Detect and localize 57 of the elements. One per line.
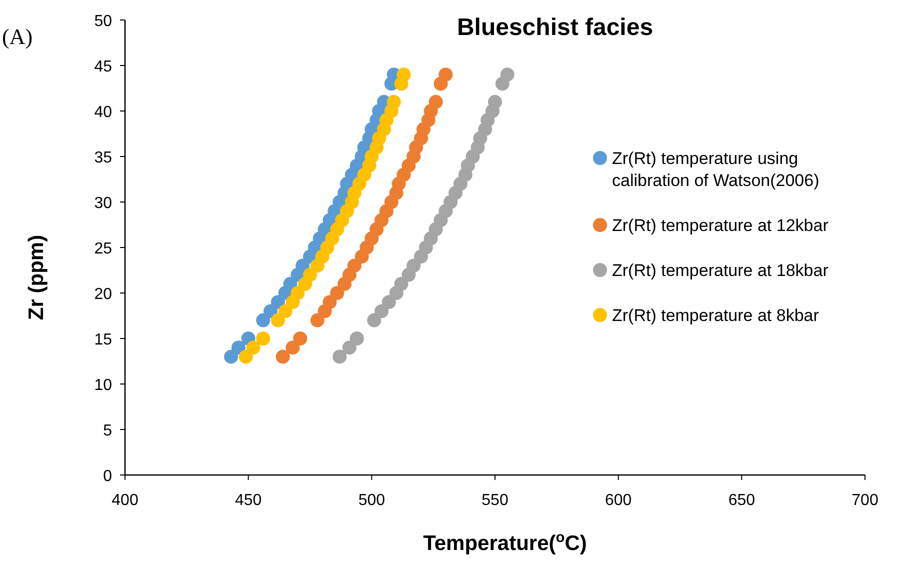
point xyxy=(394,276,408,291)
y-tick-label: 15 xyxy=(94,332,112,348)
y-tick-label: 20 xyxy=(94,286,112,303)
x-tick-label: 700 xyxy=(852,492,878,509)
point xyxy=(256,313,270,328)
point xyxy=(374,304,389,318)
point xyxy=(438,68,453,82)
point xyxy=(290,286,305,300)
chart-title: Blueschist facies xyxy=(456,14,654,41)
point xyxy=(303,268,317,282)
point xyxy=(367,313,382,328)
x-tick-label: 550 xyxy=(482,492,508,509)
y-tick-label: 40 xyxy=(94,104,112,121)
legend-label: Zr(Rt) temperature using calibration of Watson(2006) xyxy=(612,149,820,190)
y-tick-label: 30 xyxy=(94,195,112,212)
x-tick-label: 500 xyxy=(358,492,386,509)
point xyxy=(286,340,300,355)
y-tick-label: 5 xyxy=(103,422,112,440)
legend-label: Zr(Rt) temperature at 8kbar xyxy=(612,306,820,325)
legend-label: Zr(Rt) temperature at 18kbar xyxy=(612,261,829,280)
point xyxy=(500,68,514,82)
point xyxy=(382,295,396,310)
point xyxy=(330,286,344,300)
x-tick-label: 650 xyxy=(728,492,756,509)
point xyxy=(350,332,364,346)
x-tick-label: 400 xyxy=(112,492,138,509)
point xyxy=(246,340,260,355)
point xyxy=(278,304,292,318)
point xyxy=(396,68,411,82)
point xyxy=(270,313,285,328)
point xyxy=(406,258,421,273)
text: (A) xyxy=(2,24,33,49)
y-axis-title: Zr (ppm) xyxy=(25,234,48,320)
y-tick-label: 35 xyxy=(94,150,112,166)
x-axis-title: Temperature($^{o}$C) xyxy=(423,530,587,555)
y-tick-label: 25 xyxy=(94,240,112,258)
point xyxy=(276,350,290,364)
point xyxy=(332,350,347,364)
point xyxy=(231,340,246,355)
legend-label: Zr(Rt) temperature at 12kbar xyxy=(612,216,829,235)
point xyxy=(428,94,443,109)
point xyxy=(347,258,362,273)
point xyxy=(386,94,401,109)
point xyxy=(256,332,270,346)
point xyxy=(322,295,337,310)
x-tick-label: 450 xyxy=(234,492,262,509)
point xyxy=(238,350,253,364)
y-tick-label: 45 xyxy=(94,58,112,76)
point xyxy=(342,340,356,355)
x-tick-label: 600 xyxy=(604,492,632,509)
y-tick-label: 50 xyxy=(94,13,112,30)
y-tick-label: 0 xyxy=(103,468,112,485)
point xyxy=(488,94,502,109)
point xyxy=(310,313,324,328)
point xyxy=(293,332,308,346)
y-tick-label: 10 xyxy=(94,377,112,394)
point xyxy=(224,350,238,364)
